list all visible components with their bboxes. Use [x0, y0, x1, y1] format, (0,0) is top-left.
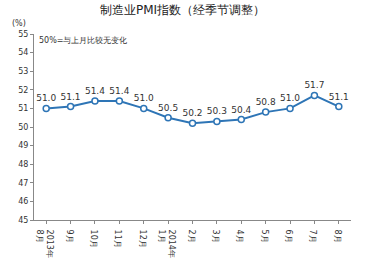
svg-text:49: 49 — [18, 141, 28, 150]
svg-text:(%): (%) — [12, 19, 26, 28]
svg-text:5月: 5月 — [260, 230, 269, 243]
svg-text:3月: 3月 — [211, 230, 220, 243]
svg-text:51.0: 51.0 — [280, 93, 300, 103]
svg-text:2013年8月: 2013年8月 — [35, 230, 54, 258]
svg-text:51.1: 51.1 — [329, 92, 349, 102]
svg-text:9月: 9月 — [65, 230, 74, 243]
svg-text:7月: 7月 — [308, 230, 317, 243]
svg-text:2月: 2月 — [187, 230, 196, 243]
svg-text:12月: 12月 — [138, 230, 147, 248]
svg-text:2014年1月: 2014年1月 — [157, 230, 176, 258]
svg-text:54: 54 — [18, 48, 28, 57]
svg-text:50.3: 50.3 — [207, 106, 227, 116]
svg-text:50.4: 50.4 — [231, 105, 251, 115]
svg-text:51.4: 51.4 — [85, 86, 105, 96]
svg-text:8月: 8月 — [333, 230, 342, 243]
svg-text:51.0: 51.0 — [134, 93, 154, 103]
svg-text:51.7: 51.7 — [304, 80, 324, 90]
svg-text:50%=与上月比较无变化: 50%=与上月比较无变化 — [39, 36, 127, 45]
svg-text:52: 52 — [18, 86, 28, 95]
svg-text:50.8: 50.8 — [256, 97, 276, 107]
svg-text:51.4: 51.4 — [109, 86, 129, 96]
svg-text:6月: 6月 — [284, 230, 293, 243]
svg-text:51: 51 — [18, 104, 28, 113]
svg-text:46: 46 — [18, 197, 28, 206]
svg-text:51.1: 51.1 — [61, 92, 81, 102]
svg-text:47: 47 — [18, 179, 28, 188]
svg-text:51.0: 51.0 — [36, 93, 56, 103]
svg-text:50.5: 50.5 — [158, 103, 178, 113]
svg-text:50.2: 50.2 — [182, 108, 202, 118]
svg-text:50: 50 — [18, 123, 28, 132]
svg-text:53: 53 — [18, 67, 28, 76]
svg-text:55: 55 — [18, 30, 28, 39]
svg-text:11月: 11月 — [113, 230, 122, 248]
svg-text:制造业PMI指数（经季节调整）: 制造业PMI指数（经季节调整） — [100, 3, 265, 17]
svg-text:45: 45 — [18, 216, 28, 225]
svg-text:10月: 10月 — [89, 230, 98, 248]
svg-text:4月: 4月 — [235, 230, 244, 243]
svg-text:48: 48 — [18, 160, 28, 169]
